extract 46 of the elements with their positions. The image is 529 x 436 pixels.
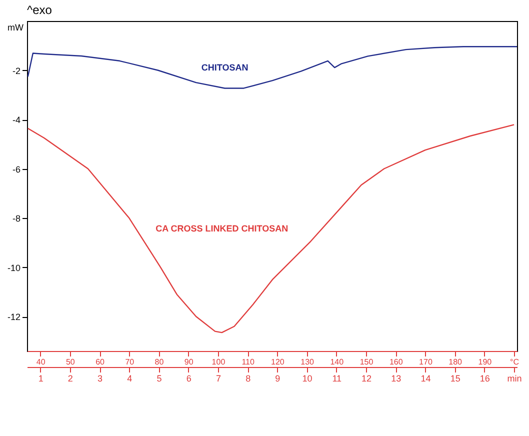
x-tick-label: 180 [448,358,463,366]
x-tick-label: 110 [242,358,255,366]
y-tick-label: -2 [12,66,20,76]
line-series [27,46,517,89]
x2-tick-label: 6 [186,374,192,384]
x2-tick-label: 14 [420,374,431,384]
x-tick-label: 40 [36,358,46,366]
line-series [27,124,515,334]
x2-tick-label: 10 [302,374,312,384]
y-tick-label: -12 [7,312,20,322]
x-tick-label: 60 [96,358,106,366]
x2-tick-label: 12 [361,374,372,384]
y-tick-label: -10 [7,262,20,273]
series-label: CHITOSAN [201,62,248,72]
x2-tick-label: 13 [391,374,402,384]
x-tick-label: °C [510,358,520,366]
x2-tick-label: 7 [216,374,221,384]
y-tick-label: -8 [12,214,20,224]
y-axis-title: mW [8,22,24,32]
x2-tick-label: 4 [127,374,132,384]
x2-tick-label: 16 [480,374,490,384]
x-tick-label: 80 [154,358,164,366]
x-tick-label: 170 [419,358,433,366]
x-tick-label: 70 [125,358,135,366]
x-tick-label: 150 [360,358,374,366]
x2-tick-label: 5 [156,374,162,384]
x2-tick-label: 2 [68,374,73,384]
x-tick-label: 140 [330,358,344,366]
text: ^exo [27,3,52,17]
x2-tick-label: 3 [98,374,103,384]
y-tick-label: -6 [12,164,20,174]
series-label: CA CROSS LINKED CHITOSAN [156,224,288,234]
x-tick-label: 160 [389,358,404,366]
x2-tick-label: 8 [246,374,251,384]
x2-tick-label: min [507,374,522,384]
x-tick-label: 120 [271,358,285,366]
x-tick-label: 190 [478,358,492,366]
x-tick-label: 100 [212,358,226,366]
x2-tick-label: 15 [450,374,460,384]
x-tick-label: 50 [66,358,76,366]
x2-tick-label: 1 [38,374,44,384]
x2-tick-label: 9 [275,374,280,384]
x-tick-label: 130 [300,358,315,366]
x2-tick-label: 11 [332,374,342,384]
x-tick-label: 90 [184,358,194,366]
y-tick-label: -4 [12,115,20,126]
